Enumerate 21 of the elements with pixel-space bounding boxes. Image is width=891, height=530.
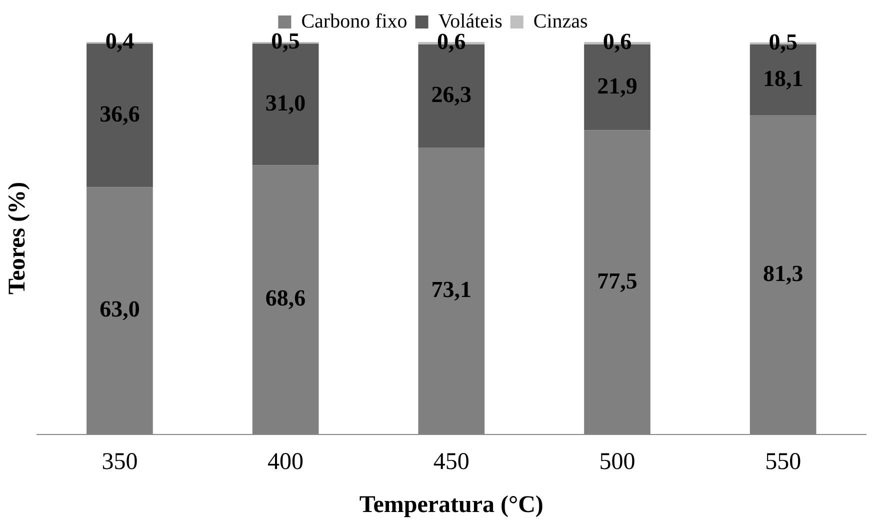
data-label: 81,3 <box>762 260 804 286</box>
x-tick-label: 350 <box>102 449 138 476</box>
data-label: 0,6 <box>602 29 632 54</box>
x-tick-label: 500 <box>599 449 636 476</box>
data-label: 63,0 <box>100 296 140 322</box>
data-label: 31,0 <box>265 90 306 116</box>
x-tick-label: 450 <box>433 449 470 476</box>
data-label: 73,1 <box>431 276 472 302</box>
data-label: 0,5 <box>768 29 798 54</box>
x-tick-label: 400 <box>268 449 304 476</box>
y-axis-title: Teores (%) <box>4 182 31 295</box>
data-label: 26,3 <box>431 82 472 107</box>
legend-label: Carbono fixo <box>301 10 408 32</box>
data-label: 21,9 <box>597 73 638 98</box>
data-label: 36,6 <box>100 101 140 126</box>
x-axis-title: Temperatura (°C) <box>359 492 544 518</box>
x-tick-label: 550 <box>765 449 802 476</box>
legend-label: Cinzas <box>533 10 588 32</box>
data-label: 68,6 <box>265 286 306 311</box>
data-label: 18,1 <box>762 66 804 91</box>
data-label: 77,5 <box>597 268 638 294</box>
